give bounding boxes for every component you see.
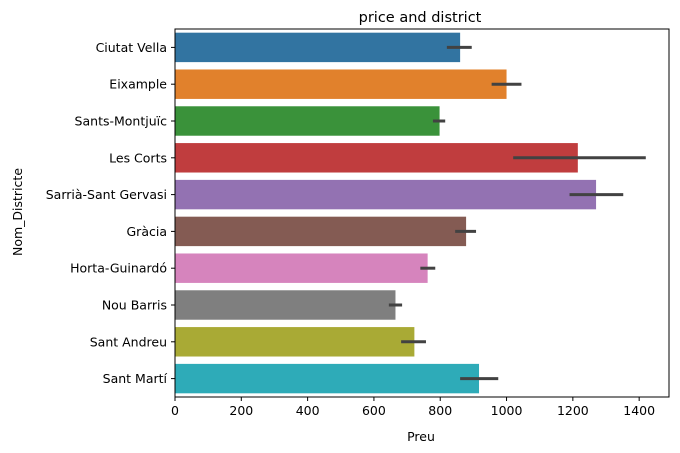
x-tick-label: 1400: [623, 403, 655, 418]
y-tick-label: Gràcia: [127, 224, 168, 239]
bar: [175, 327, 415, 357]
y-tick-label: Nou Barris: [102, 298, 167, 313]
y-tick-label: Sant Andreu: [90, 334, 167, 349]
bar: [175, 290, 396, 320]
y-axis-title: Nom_Districte: [10, 168, 25, 256]
x-axis-title: Preu: [407, 429, 435, 444]
x-tick-label: 1000: [491, 403, 523, 418]
y-tick-label: Sant Martí: [103, 371, 168, 386]
y-tick-label: Horta-Guinardó: [70, 261, 167, 276]
bar: [175, 32, 461, 63]
bar: [175, 106, 440, 136]
x-tick-label: 1200: [557, 403, 589, 418]
y-tick-label: Les Corts: [109, 150, 167, 165]
error-bars-layer: [388, 45, 646, 381]
x-tick-label: 200: [229, 403, 253, 418]
y-tick-label: Ciutat Vella: [96, 40, 167, 55]
x-tick-label: 0: [171, 403, 179, 418]
x-axis-ticks: 0 200 400 600 800 1000 1200 1400: [171, 397, 655, 418]
y-axis-ticks: Ciutat Vella Eixample Sants-Montjuïc Les Co…: [46, 40, 175, 386]
bar: [175, 253, 428, 283]
x-tick-label: 600: [362, 403, 386, 418]
chart-title: price and district: [359, 10, 482, 26]
bar: [175, 363, 480, 394]
y-tick-label: Sants-Montjuïc: [75, 114, 168, 129]
bar: [175, 216, 467, 247]
x-tick-label: 400: [296, 403, 320, 418]
bar: [175, 143, 578, 173]
bars-layer: [175, 32, 597, 394]
x-tick-label: 800: [428, 403, 452, 418]
y-tick-label: Sarrià-Sant Gervasi: [46, 187, 167, 202]
bar: [175, 69, 507, 99]
bar: [175, 179, 597, 210]
plot-frame: [174, 28, 670, 398]
y-tick-label: Eixample: [109, 77, 167, 92]
